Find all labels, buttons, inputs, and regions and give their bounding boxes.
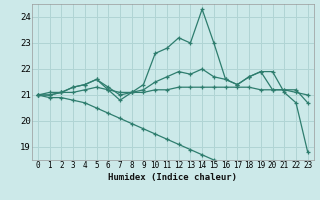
X-axis label: Humidex (Indice chaleur): Humidex (Indice chaleur) bbox=[108, 173, 237, 182]
